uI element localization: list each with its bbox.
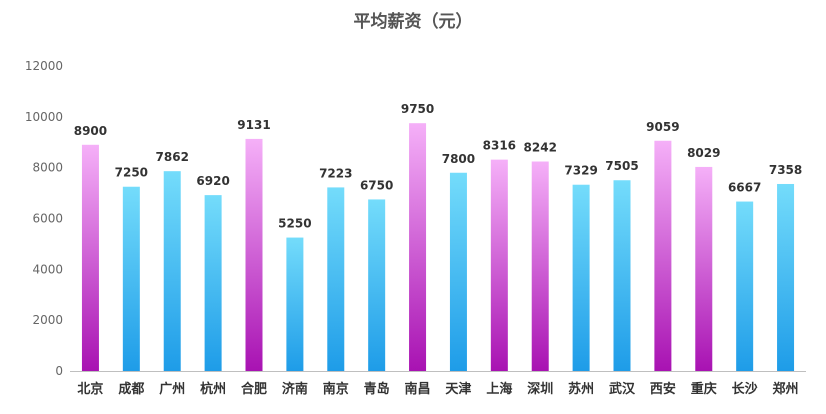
x-tick-label: 苏州 <box>568 381 594 397</box>
bar <box>122 186 140 371</box>
y-tick-label: 6000 <box>32 212 63 226</box>
bar <box>531 161 549 371</box>
bar <box>654 140 672 371</box>
bar <box>777 183 795 371</box>
bar <box>449 172 467 371</box>
x-tick-label: 重庆 <box>691 381 717 397</box>
bar <box>695 166 713 371</box>
bar <box>409 123 427 371</box>
data-label: 9131 <box>237 118 270 132</box>
y-axis: 0 2000 4000 6000 8000 10000 12000 <box>25 59 63 378</box>
data-label: 9059 <box>646 120 679 134</box>
bars: 8900 7250 7862 6920 9131 5250 7223 6750 9750 7800… <box>74 102 802 371</box>
data-label: 7329 <box>564 164 597 178</box>
y-tick-label: 0 <box>55 364 63 378</box>
data-label: 7250 <box>115 166 148 180</box>
data-label: 8316 <box>483 139 516 153</box>
data-label: 8900 <box>74 124 107 138</box>
bar <box>327 187 345 371</box>
bar <box>81 144 99 371</box>
bar <box>368 199 386 371</box>
bar <box>736 201 754 371</box>
data-label: 8242 <box>524 141 557 155</box>
y-tick-label: 12000 <box>25 59 63 73</box>
bar <box>613 180 631 371</box>
x-tick-label: 青岛 <box>364 381 390 397</box>
x-tick-label: 杭州 <box>200 381 226 397</box>
y-tick-label: 4000 <box>32 262 63 276</box>
bar <box>245 138 263 371</box>
x-axis: 北京 成都 广州 杭州 合肥 济南 南京 青岛 南昌 天津 上海 深圳 苏州 武汉 西安 重庆 长沙 郑州 <box>70 371 806 397</box>
data-label: 5250 <box>278 217 311 231</box>
data-label: 7800 <box>442 152 475 166</box>
x-tick-label: 广州 <box>159 381 185 397</box>
data-label: 7862 <box>156 150 189 164</box>
x-tick-label: 深圳 <box>527 381 553 397</box>
x-tick-label: 上海 <box>486 381 512 397</box>
x-tick-label: 成都 <box>118 381 144 397</box>
data-label: 7505 <box>605 159 638 173</box>
bar <box>204 195 222 371</box>
data-label: 7223 <box>319 166 352 180</box>
data-label: 6667 <box>728 181 761 195</box>
data-label: 9750 <box>401 102 434 116</box>
x-tick-label: 长沙 <box>732 381 758 397</box>
y-tick-label: 8000 <box>32 161 63 175</box>
x-tick-label: 南京 <box>323 381 349 397</box>
chart-title: 平均薪资（元） <box>354 11 473 32</box>
x-tick-label: 北京 <box>77 381 103 397</box>
data-label: 7358 <box>769 163 802 177</box>
bar <box>286 237 304 371</box>
x-tick-label: 合肥 <box>241 381 267 397</box>
data-label: 8029 <box>687 146 720 160</box>
x-tick-label: 济南 <box>282 381 308 397</box>
x-tick-label: 天津 <box>445 381 471 397</box>
data-label: 6920 <box>196 174 229 188</box>
y-tick-label: 10000 <box>25 110 63 124</box>
data-label: 6750 <box>360 178 393 192</box>
x-tick-label: 武汉 <box>609 381 636 397</box>
bar <box>572 184 590 371</box>
bar <box>163 171 181 371</box>
bar <box>490 159 508 371</box>
x-tick-label: 郑州 <box>773 381 799 397</box>
x-tick-label: 西安 <box>650 381 676 397</box>
x-tick-label: 南昌 <box>405 381 431 397</box>
y-tick-label: 2000 <box>32 313 63 327</box>
